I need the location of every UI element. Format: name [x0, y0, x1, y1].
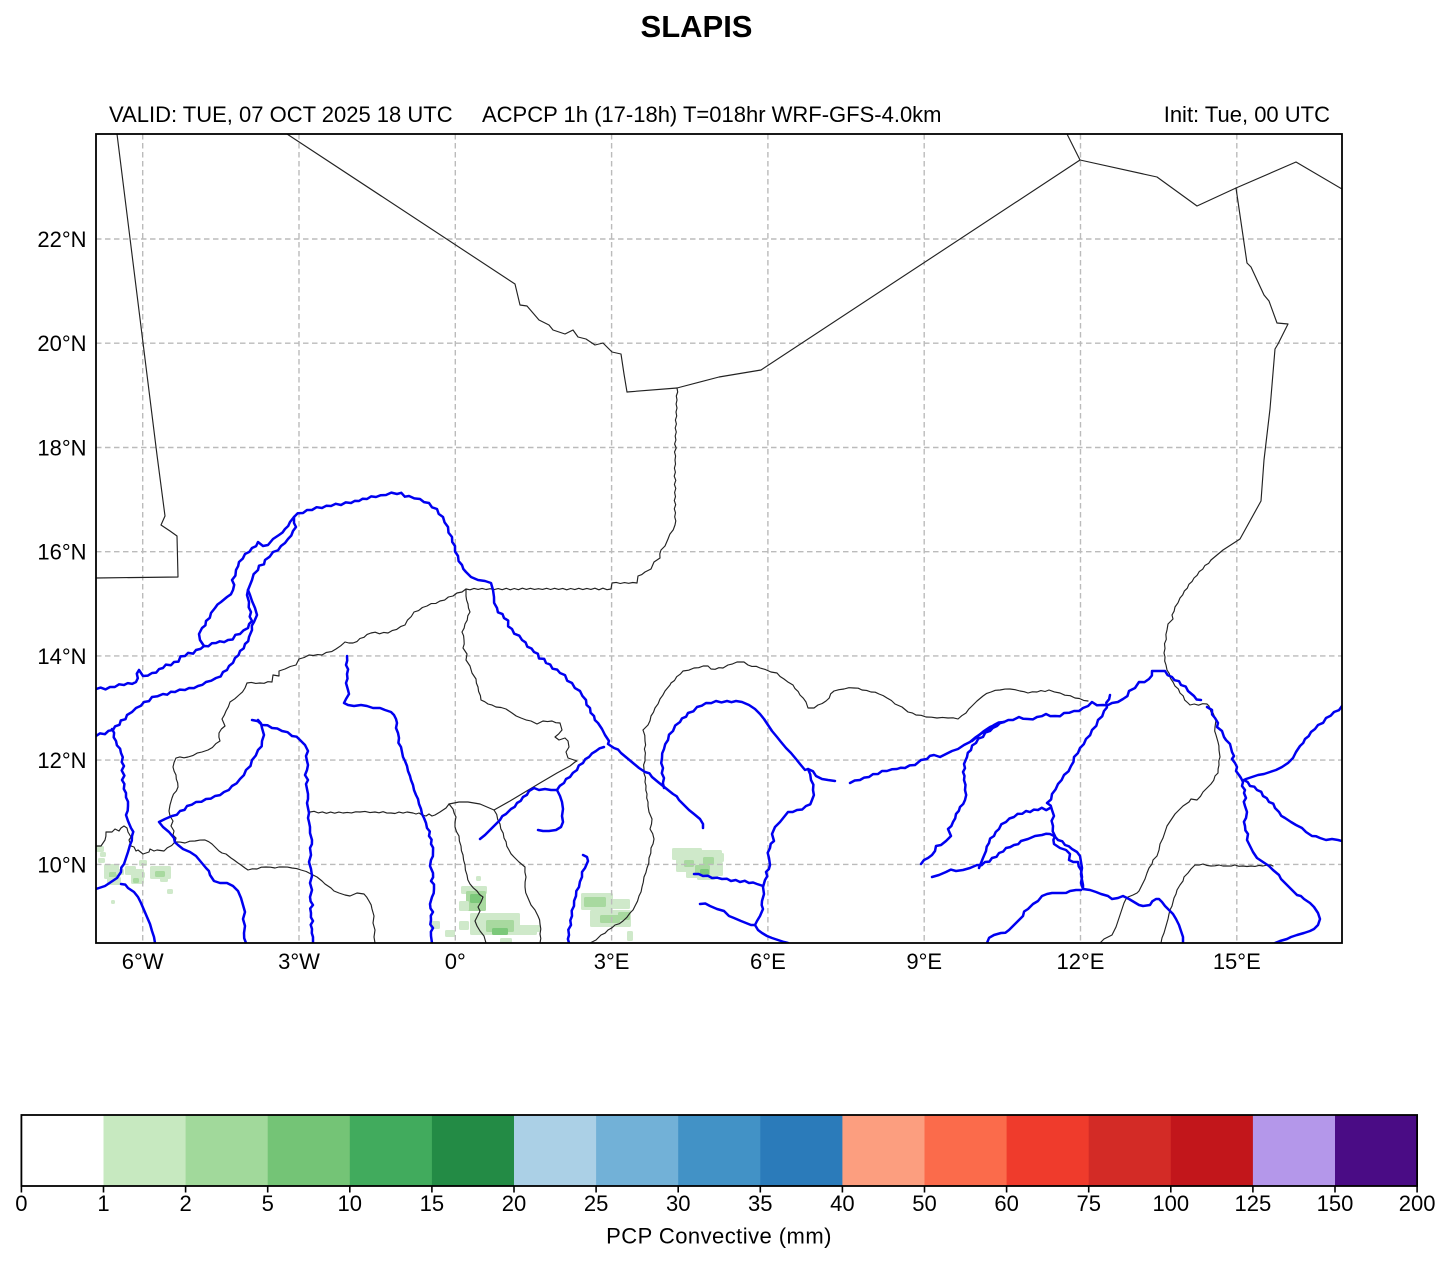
svg-text:SLAPIS: SLAPIS — [641, 9, 753, 44]
svg-text:14°N: 14°N — [37, 644, 86, 669]
svg-text:10: 10 — [338, 1191, 362, 1216]
svg-text:18°N: 18°N — [37, 436, 86, 461]
svg-text:16°N: 16°N — [37, 540, 86, 565]
svg-text:100: 100 — [1152, 1191, 1189, 1216]
svg-text:3°W: 3°W — [278, 949, 320, 974]
svg-text:40: 40 — [830, 1191, 854, 1216]
svg-text:35: 35 — [748, 1191, 772, 1216]
svg-text:VALID: TUE, 07 OCT 2025 18 UTC: VALID: TUE, 07 OCT 2025 18 UTC — [109, 102, 453, 127]
svg-text:0: 0 — [15, 1191, 27, 1216]
svg-text:ACPCP 1h (17-18h) T=018hr WRF-: ACPCP 1h (17-18h) T=018hr WRF-GFS-4.0km — [482, 102, 942, 127]
svg-text:22°N: 22°N — [37, 227, 86, 252]
svg-text:9°E: 9°E — [906, 949, 942, 974]
svg-text:200: 200 — [1399, 1191, 1436, 1216]
svg-text:50: 50 — [912, 1191, 936, 1216]
svg-text:20°N: 20°N — [37, 331, 86, 356]
svg-text:125: 125 — [1235, 1191, 1272, 1216]
svg-text:20: 20 — [502, 1191, 526, 1216]
svg-text:6°W: 6°W — [122, 949, 164, 974]
svg-text:0°: 0° — [445, 949, 466, 974]
svg-text:1: 1 — [97, 1191, 109, 1216]
svg-text:5: 5 — [262, 1191, 274, 1216]
svg-text:2: 2 — [179, 1191, 191, 1216]
svg-text:60: 60 — [994, 1191, 1018, 1216]
svg-text:30: 30 — [666, 1191, 690, 1216]
svg-text:25: 25 — [584, 1191, 608, 1216]
svg-text:12°E: 12°E — [1057, 949, 1105, 974]
svg-text:6°E: 6°E — [750, 949, 786, 974]
svg-text:15°E: 15°E — [1213, 949, 1261, 974]
svg-text:3°E: 3°E — [594, 949, 630, 974]
svg-text:PCP Convective (mm): PCP Convective (mm) — [606, 1224, 832, 1249]
svg-text:75: 75 — [1076, 1191, 1100, 1216]
svg-text:150: 150 — [1317, 1191, 1354, 1216]
svg-text:15: 15 — [420, 1191, 444, 1216]
svg-text:Init: Tue, 00 UTC: Init: Tue, 00 UTC — [1164, 102, 1330, 127]
svg-text:10°N: 10°N — [37, 852, 86, 877]
svg-text:12°N: 12°N — [37, 748, 86, 773]
